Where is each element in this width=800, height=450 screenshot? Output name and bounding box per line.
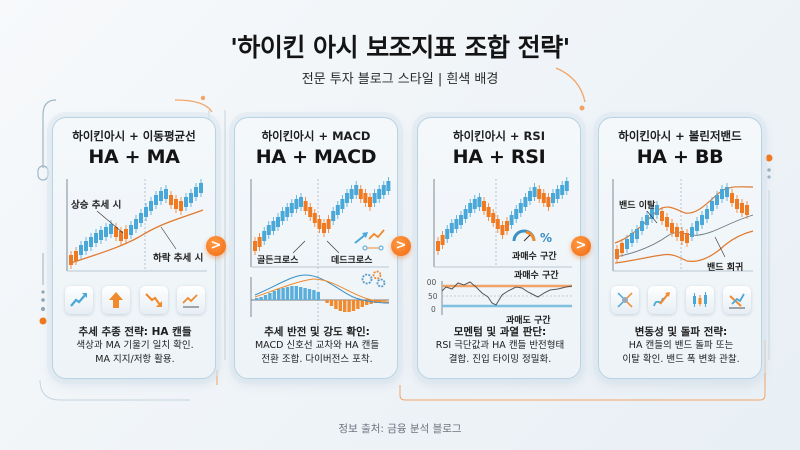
- chart-label-uptrend: 상승 추세 시: [71, 199, 121, 211]
- source-footer: 정보 출처: 금융 분석 블로그: [338, 423, 462, 435]
- card-subtitle: 하이킨아시 + 볼린저밴드: [618, 129, 742, 143]
- gears-icon: [361, 270, 386, 288]
- next-arrow-button[interactable]: >: [391, 236, 411, 256]
- desc-heading: 추세 반전 및 강도 확인:: [264, 326, 370, 338]
- chart-label-dead-cross: 데드크로스: [331, 254, 373, 266]
- card-subtitle: 하이킨아시 + 이동평균선: [72, 129, 196, 143]
- desc-line: 전환 조합. 다이버전스 포착.: [261, 354, 373, 365]
- trend-down-icon: [139, 286, 168, 314]
- rsi-label-oversold: 과매도 구간: [506, 314, 551, 325]
- desc-line: 색상과 MA 기울기 일치 확인.: [76, 340, 194, 351]
- desc-heading: 변동성 및 돌파 전략:: [634, 326, 728, 338]
- desc-line: 이탈 확인. 밴드 폭 변화 관찰.: [622, 354, 740, 365]
- desc-line: HA 캔들의 밴드 돌파 또는: [628, 340, 734, 351]
- percent-icon: %: [540, 231, 552, 245]
- desc-line: RSI 극단값과 HA 캔들 반전형태: [435, 340, 565, 351]
- icon-row: [65, 286, 205, 314]
- card-description: 변동성 및 돌파 전략: HA 캔들의 밴드 돌파 또는 이탈 확인. 밴드 폭…: [603, 325, 759, 367]
- page-title: '하이킨 아시 보조지표 조합 전략': [230, 33, 570, 62]
- rsi-tick-50: 50: [428, 292, 438, 301]
- expand-icon: [611, 286, 639, 314]
- ha-bb-chart: 밴드 이탈 밴드 회귀: [612, 179, 754, 273]
- card-ha-ma: 하이킨아시 + 이동평균선 HA + MA 상승 추세 시 하락 추세 시 추세…: [52, 117, 216, 379]
- chart-label-band-return: 밴드 회귀: [707, 261, 743, 273]
- next-arrow-button[interactable]: >: [571, 236, 591, 256]
- card-description: 모멘텀 및 과열 판단: RSI 극단값과 HA 캔들 반전형태 결합. 진입 …: [422, 325, 578, 367]
- trend-up-icon: [65, 286, 93, 314]
- rsi-tick-0: 0: [431, 305, 436, 314]
- desc-heading: 추세 추종 전략: HA 캔들: [78, 326, 192, 338]
- page-subtitle: 전문 투자 블로그 스타일 | 흰색 배경: [301, 72, 499, 87]
- chart-label-overbought: 과매수 구간: [512, 250, 557, 262]
- icon-row: [611, 286, 751, 314]
- ha-ma-chart: 상승 추세 시 하락 추세 시: [66, 179, 207, 272]
- breakout-icon: [648, 286, 677, 314]
- chart-label-band-breakout: 밴드 이탈: [619, 199, 656, 211]
- card-ha-rsi: 하이킨아시 + RSI HA + RSI % 과매수 구간 과매수 구간 100…: [417, 117, 581, 379]
- desc-line: MACD 신호선 교차와 HA 캔들: [254, 340, 380, 351]
- card-title: HA + BB: [636, 146, 724, 168]
- desc-heading: 모멘텀 및 과열 판단:: [453, 326, 547, 338]
- rsi-label-overbought: 과매수 구간: [514, 269, 559, 281]
- signal-arrows-icon: [354, 229, 385, 251]
- card-title: HA + RSI: [452, 146, 546, 168]
- card-ha-bb: 하이킨아시 + 볼린저밴드 HA + BB 밴드 이탈 밴드 회귀 변동성 및 …: [598, 117, 762, 379]
- card-ha-macd: 하이킨아시 + MACD HA + MACD 골든크로스 데드크로스: [234, 117, 398, 379]
- desc-line: MA 지지/저항 활용.: [95, 354, 175, 365]
- chart-label-golden-cross: 골든크로스: [257, 255, 299, 266]
- next-arrow-button[interactable]: >: [206, 236, 226, 256]
- ha-rsi-chart: % 과매수 구간 과매수 구간 100 50 0 과매도 구간: [426, 177, 573, 325]
- card-title: HA + MA: [88, 146, 180, 168]
- card-subtitle: 하이킨아시 + RSI: [453, 129, 545, 143]
- arrow-up-icon: [102, 286, 131, 314]
- chart-label-downtrend: 하락 추세 시: [153, 252, 203, 264]
- ha-macd-chart: 골든크로스 데드크로스: [250, 177, 391, 325]
- candles-icon: [685, 286, 714, 314]
- card-title: HA + MACD: [255, 146, 377, 168]
- trend-line-icon: [176, 286, 205, 314]
- card-description: 추세 반전 및 강도 확인: MACD 신호선 교차와 HA 캔들 전환 조합.…: [239, 325, 395, 367]
- gauge-icon: [512, 229, 536, 242]
- card-subtitle: 하이킨아시 + MACD: [261, 129, 371, 143]
- rsi-tick-100: 100: [426, 278, 437, 287]
- band-squeeze-icon: [722, 286, 751, 314]
- desc-line: 결합. 진입 타이밍 정밀화.: [448, 354, 552, 365]
- card-description: 추세 추종 전략: HA 캔들 색상과 MA 기울기 일치 확인. MA 지지/…: [57, 325, 213, 367]
